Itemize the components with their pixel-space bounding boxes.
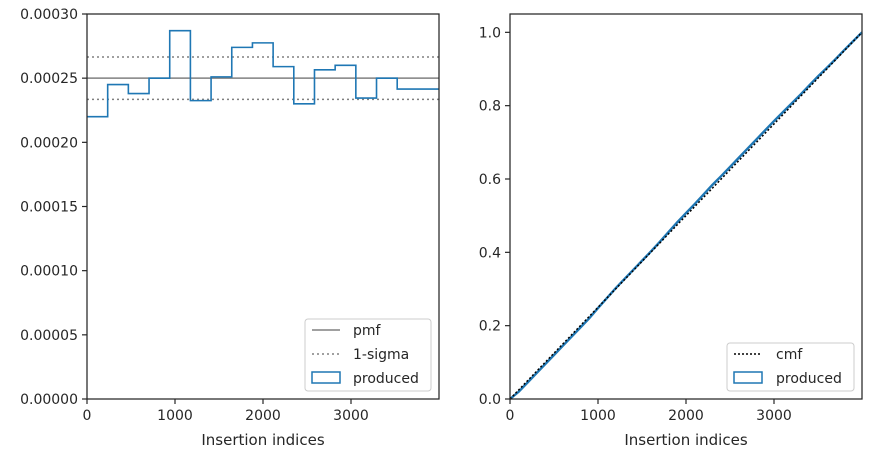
legend-cmf-label: cmf bbox=[776, 347, 803, 363]
cumulative-axes: 0 1000 2000 3000 0.0 0.2 0.4 0.6 0.8 1.0 bbox=[479, 25, 792, 424]
histogram-plot-area bbox=[87, 29, 439, 118]
histogram-y-tick-label: 0.00005 bbox=[20, 328, 78, 344]
histogram-legend: pmf 1-sigma produced bbox=[304, 318, 432, 392]
cumulative-plot-area bbox=[509, 31, 863, 400]
cumulative-legend-box bbox=[726, 342, 855, 392]
histogram-y-tick-label: 0.00030 bbox=[20, 7, 78, 23]
histogram-y-tick-label: 0.00000 bbox=[20, 392, 78, 408]
histogram-x-tick-label: 2000 bbox=[245, 408, 281, 424]
cumulative-y-tick-label: 0.0 bbox=[479, 392, 501, 408]
histogram-y-tick-label: 0.00010 bbox=[20, 264, 78, 280]
cumulative-frame bbox=[509, 13, 863, 400]
histogram-axes: 0 1000 2000 3000 0.00000 0.00005 0.00010 0.0001… bbox=[20, 7, 369, 424]
legend-1-sigma-label: 1-sigma bbox=[353, 347, 409, 363]
cumulative-x-tick-label: 0 bbox=[506, 408, 515, 424]
legend-produced-label: produced bbox=[776, 371, 842, 387]
cumulative-panel: 0 1000 2000 3000 0.0 0.2 0.4 0.6 0.8 1.0 Insertio… bbox=[479, 13, 863, 449]
cmf-line bbox=[509, 31, 863, 400]
histogram-y-tick-label: 0.00025 bbox=[20, 71, 78, 87]
histogram-x-tick-label: 0 bbox=[83, 408, 92, 424]
histogram-y-tick-label: 0.00020 bbox=[20, 135, 78, 151]
histogram-x-axis-label: Insertion indices bbox=[201, 431, 324, 449]
cumulative-y-tick-label: 0.2 bbox=[479, 319, 501, 335]
histogram-y-tick-label: 0.00015 bbox=[20, 200, 78, 216]
produced-cumulative-line bbox=[509, 31, 863, 400]
histogram-legend-box bbox=[304, 318, 432, 392]
legend-produced-label: produced bbox=[353, 371, 419, 387]
histogram-x-tick-label: 1000 bbox=[157, 408, 193, 424]
histogram-x-tick-label: 3000 bbox=[333, 408, 369, 424]
cumulative-y-tick-label: 0.6 bbox=[479, 172, 501, 188]
cumulative-x-tick-label: 3000 bbox=[756, 408, 792, 424]
cumulative-x-tick-label: 1000 bbox=[580, 408, 616, 424]
cumulative-y-tick-label: 0.4 bbox=[479, 245, 501, 261]
cumulative-x-axis-label: Insertion indices bbox=[624, 431, 747, 449]
histogram-panel: 0 1000 2000 3000 0.00000 0.00005 0.00010 0.0001… bbox=[20, 7, 440, 449]
cumulative-y-tick-label: 0.8 bbox=[479, 99, 501, 115]
cumulative-y-tick-label: 1.0 bbox=[479, 25, 501, 41]
legend-produced-swatch bbox=[311, 371, 341, 384]
cumulative-x-tick-label: 2000 bbox=[668, 408, 704, 424]
legend-pmf-label: pmf bbox=[353, 323, 382, 339]
legend-produced-swatch bbox=[733, 371, 763, 384]
cumulative-legend: cmf produced bbox=[726, 342, 855, 392]
produced-histogram-step bbox=[87, 29, 439, 118]
